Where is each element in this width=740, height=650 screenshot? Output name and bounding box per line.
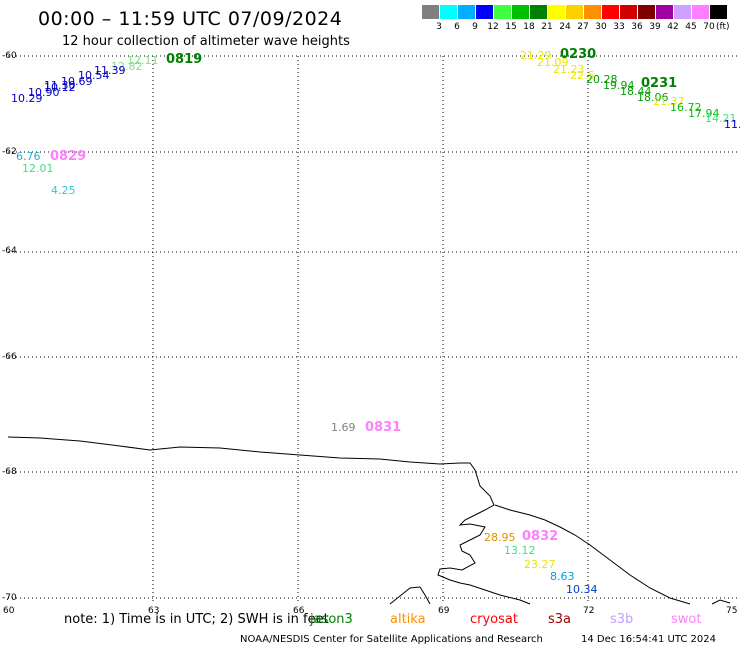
wave-height-value: 21.23 <box>553 63 585 76</box>
colorbar-swatch <box>674 5 691 19</box>
wave-height-value: 13.12 <box>504 544 536 557</box>
colorbar-swatch <box>692 5 709 19</box>
colorbar-swatch <box>494 5 511 19</box>
legend-altika: altika <box>390 612 426 627</box>
colorbar-label: 24 <box>559 22 571 32</box>
wave-height-value: 4.25 <box>51 184 76 197</box>
wave-height-value: 11.30 <box>44 79 76 92</box>
wave-height-value: 21.37 <box>653 95 685 108</box>
pass-time-label: 0829 <box>50 149 87 164</box>
map-subtitle: 12 hour collection of altimeter wave hei… <box>62 34 350 49</box>
lon-label: 66 <box>293 606 305 616</box>
lon-label: 75 <box>726 606 738 616</box>
colorbar-label: 33 <box>613 22 625 32</box>
colorbar-swatch <box>548 5 565 19</box>
coastline <box>7 436 731 605</box>
colorbar-swatch <box>512 5 529 19</box>
colorbar-label: 36 <box>631 22 643 32</box>
wave-height-value: 22.5 <box>570 69 595 82</box>
colorbar-label: 27 <box>577 22 589 32</box>
wave-height-value: 10.54 <box>78 69 110 82</box>
colorbar-unit: (ft) <box>716 22 730 32</box>
colorbar-label: 6 <box>454 22 460 32</box>
wave-height-value: 10.90 <box>28 86 60 99</box>
lon-label: 72 <box>583 606 595 616</box>
pass-time-label: 0831 <box>365 420 402 435</box>
colorbar-swatch <box>476 5 493 19</box>
colorbar-label: 39 <box>649 22 661 32</box>
colorbar-label: 9 <box>472 22 478 32</box>
lat-label: -62 <box>2 147 17 157</box>
lat-label: -68 <box>2 467 17 477</box>
lat-label: -66 <box>2 352 17 362</box>
wave-height-value: 18.06 <box>637 91 669 104</box>
colorbar-label: 45 <box>685 22 697 32</box>
wave-height-value: 20.28 <box>586 73 618 86</box>
legend-s3b: s3b <box>610 612 634 627</box>
pass-time-label: 0819 <box>166 52 203 67</box>
footer-note: note: 1) Time is in UTC; 2) SWH is in fe… <box>64 612 329 627</box>
wave-height-value: 21.29 <box>520 49 552 62</box>
credit-line: NOAA/NESDIS Center for Satellite Applica… <box>240 634 543 645</box>
colorbar-swatch <box>620 5 637 19</box>
colorbar-swatch <box>440 5 457 19</box>
wave-height-value: 10.34 <box>566 583 598 596</box>
lon-label: 60 <box>3 606 15 616</box>
colorbar-swatch <box>422 5 439 19</box>
wave-height-value: 23.27 <box>524 558 556 571</box>
colorbar-swatch <box>530 5 547 19</box>
wave-height-value: 11.39 <box>94 64 126 77</box>
legend-cryosat: cryosat <box>470 612 518 627</box>
colorbar-swatch <box>638 5 655 19</box>
wave-height-value: 10.12 <box>44 81 76 94</box>
lon-label: 69 <box>438 606 450 616</box>
wave-height-value: 11. <box>724 118 740 131</box>
wave-height-value: 19.94 <box>603 79 635 92</box>
colorbar-label: 30 <box>595 22 607 32</box>
wave-height-value: 16.72 <box>670 101 702 114</box>
legend-s3a: s3a <box>548 612 572 627</box>
colorbar-label: 21 <box>541 22 553 32</box>
legend-swot: swot <box>671 612 702 627</box>
colorbar-swatch <box>584 5 601 19</box>
wave-height-value: 10.29 <box>11 92 43 105</box>
colorbar-label: 18 <box>523 22 535 32</box>
lon-label: 63 <box>148 606 160 616</box>
wave-height-value: 1.69 <box>331 421 356 434</box>
pass-time-label: 0231 <box>641 76 678 91</box>
colorbar-label: 12 <box>487 22 499 32</box>
colorbar-swatch <box>458 5 475 19</box>
colorbar-swatch <box>566 5 583 19</box>
colorbar-swatch <box>710 5 727 19</box>
graticule <box>8 55 740 604</box>
wave-height-value: 12.01 <box>22 162 54 175</box>
colorbar-swatch <box>602 5 619 19</box>
lat-label: -70 <box>2 593 17 603</box>
wave-height-value: 12.82 <box>111 60 143 73</box>
pass-time-label: 0832 <box>522 529 559 544</box>
legend-jason3: jason3 <box>310 612 353 627</box>
wave-height-value: 6.76 <box>16 150 41 163</box>
wave-height-value: 10.69 <box>61 75 93 88</box>
colorbar-label: 15 <box>505 22 517 32</box>
wave-height-value: 8.63 <box>550 570 575 583</box>
wave-height-value: 12.11 <box>127 54 159 67</box>
wave-height-value: 28.95 <box>484 531 516 544</box>
pass-time-label: 0230 <box>560 47 597 62</box>
wave-height-value: 17.94 <box>688 107 720 120</box>
colorbar-label: 42 <box>667 22 679 32</box>
generated-timestamp: 14 Dec 16:54:41 UTC 2024 <box>581 634 716 645</box>
colorbar-label: 3 <box>436 22 442 32</box>
lat-label: -64 <box>2 246 17 256</box>
lat-label: -60 <box>2 51 17 61</box>
wave-height-value: 21.09 <box>537 56 569 69</box>
colorbar-swatch <box>656 5 673 19</box>
wave-height-value: 18.44 <box>620 85 652 98</box>
wave-height-value: 14.21 <box>705 112 737 125</box>
map-title: 00:00 – 11:59 UTC 07/09/2024 <box>38 8 343 30</box>
colorbar-label: 70 <box>703 22 715 32</box>
